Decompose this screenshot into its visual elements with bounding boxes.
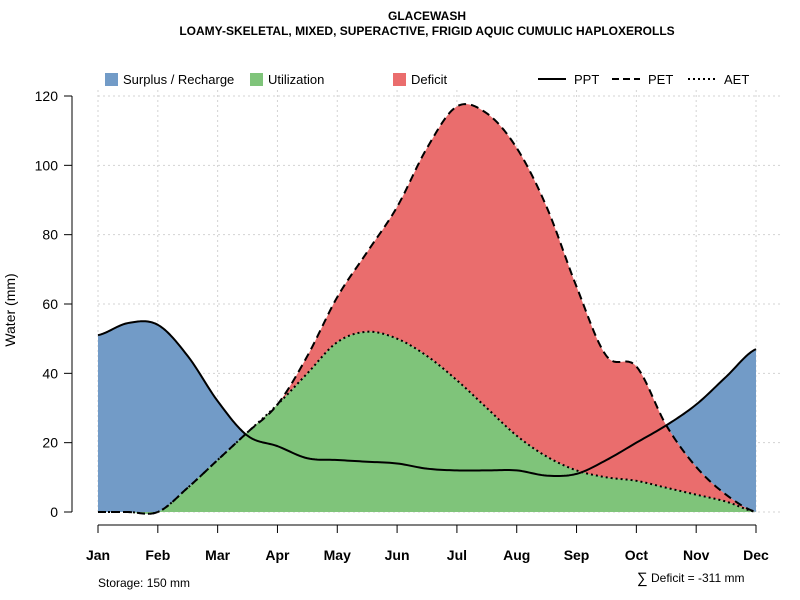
x-tick-label: Dec: [743, 547, 769, 563]
surplus-area: [98, 104, 756, 514]
legend-swatch-deficit: [393, 73, 406, 86]
x-tick-label: May: [324, 547, 351, 563]
legend: Surplus / Recharge Utilization Deficit P…: [105, 72, 749, 87]
deficit-area: [98, 104, 756, 514]
legend-swatch-utilization: [250, 73, 263, 86]
storage-note: Storage: 150 mm: [98, 576, 190, 590]
x-tick-label: Oct: [625, 547, 649, 563]
legend-label-pet: PET: [648, 72, 673, 87]
deficit-note: Deficit = -311 mm: [651, 571, 744, 585]
y-tick-label: 80: [42, 227, 58, 243]
x-tick-label: Jul: [447, 547, 467, 563]
x-tick-label: Mar: [205, 547, 230, 563]
y-axis-title: Water (mm): [2, 273, 18, 346]
axes: 0 20 40 60 80 100 120 Jan Feb Mar Apr May Jun Jul Aug S…: [35, 88, 769, 563]
x-tick-label: Aug: [503, 547, 530, 563]
x-tick-label: Sep: [564, 547, 590, 563]
chart-title: GLACEWASH: [388, 9, 466, 23]
x-tick-label: Nov: [683, 547, 710, 563]
y-tick-label: 40: [42, 365, 58, 381]
y-tick-label: 120: [35, 88, 59, 104]
legend-label-aet: AET: [724, 72, 749, 87]
utilization-area-lower: [98, 434, 756, 514]
legend-label-surplus: Surplus / Recharge: [123, 72, 234, 87]
x-tick-label: Jun: [385, 547, 410, 563]
legend-swatch-surplus: [105, 73, 118, 86]
series-line-pet: [98, 103, 757, 515]
series-lines: [97, 103, 757, 515]
series-line-ppt: [97, 320, 757, 477]
utilization-area-upper: [98, 321, 756, 476]
y-tick-label: 100: [35, 157, 59, 173]
sum-icon: ∑: [637, 570, 648, 587]
x-tick-label: Apr: [265, 547, 290, 563]
area-fills: [98, 104, 756, 514]
y-tick-label: 60: [42, 296, 58, 312]
x-tick-label: Jan: [86, 547, 110, 563]
legend-label-utilization: Utilization: [268, 72, 324, 87]
y-tick-label: 0: [50, 504, 58, 520]
x-tick-label: Feb: [145, 547, 170, 563]
series-line-aet: [98, 330, 757, 515]
legend-label-deficit: Deficit: [411, 72, 448, 87]
legend-label-ppt: PPT: [574, 72, 599, 87]
chart-subtitle: LOAMY-SKELETAL, MIXED, SUPERACTIVE, FRIG…: [179, 24, 674, 38]
y-tick-label: 20: [42, 435, 58, 451]
